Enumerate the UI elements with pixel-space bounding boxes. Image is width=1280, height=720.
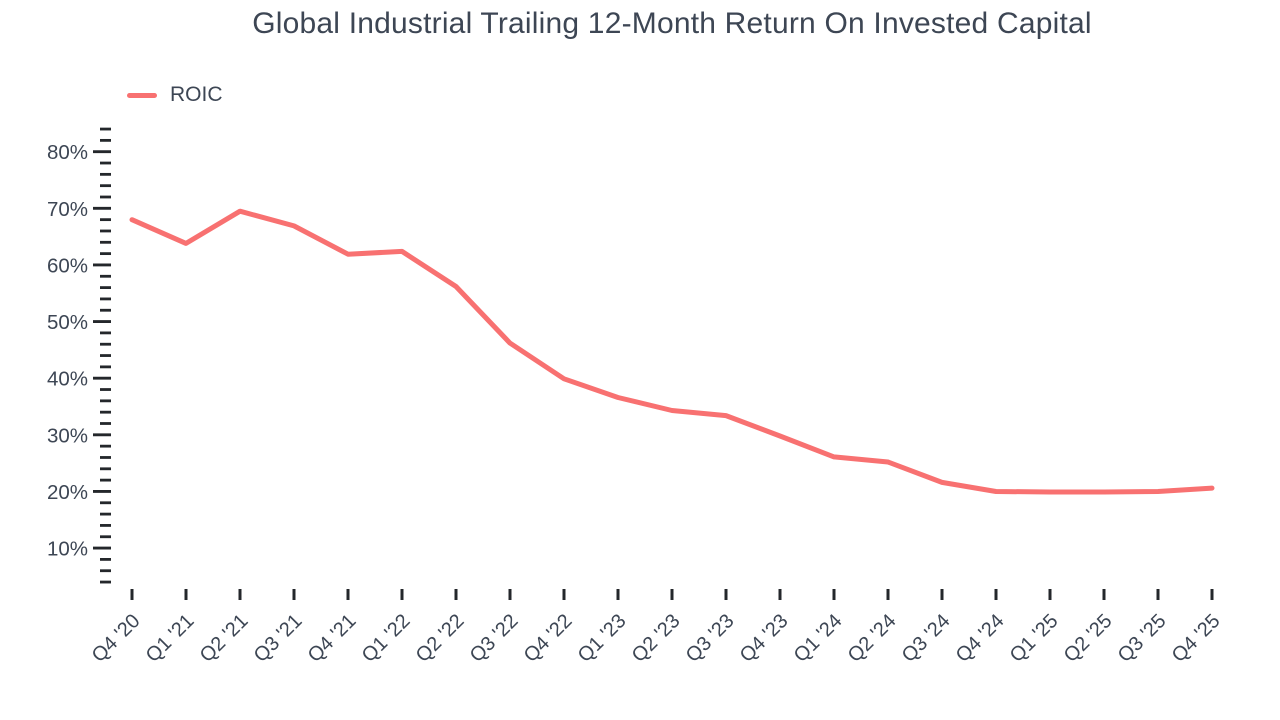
x-axis-label: Q3 '22 xyxy=(466,610,523,667)
roic-series-line[interactable] xyxy=(129,208,1215,495)
x-axis-label: Q1 '23 xyxy=(574,610,631,667)
y-axis-label: 20% xyxy=(47,481,88,504)
x-axis-label: Q4 '20 xyxy=(88,610,145,667)
y-axis-label: 80% xyxy=(47,141,88,164)
chart-title: Global Industrial Trailing 12-Month Retu… xyxy=(252,7,1092,40)
legend-item-roic[interactable]: ROIC xyxy=(127,83,223,107)
x-axis-label: Q3 '23 xyxy=(682,610,739,667)
x-axis-label: Q4 '24 xyxy=(952,610,1009,667)
x-axis-label: Q2 '23 xyxy=(628,610,685,667)
x-axis-label: Q1 '25 xyxy=(1006,610,1063,667)
x-axis-label: Q4 '25 xyxy=(1168,610,1225,667)
legend-label: ROIC xyxy=(170,83,223,106)
x-axis-label: Q2 '22 xyxy=(412,610,469,667)
x-axis-label: Q3 '24 xyxy=(898,610,955,667)
y-axis-label: 50% xyxy=(47,311,88,334)
x-axis-label: Q2 '25 xyxy=(1060,610,1117,667)
x-axis-label: Q2 '24 xyxy=(844,610,901,667)
x-axis-label: Q4 '21 xyxy=(304,610,361,667)
y-axis-label: 30% xyxy=(47,424,88,447)
x-axis-label: Q3 '21 xyxy=(250,610,307,667)
y-axis-label: 70% xyxy=(47,198,88,221)
x-axis-label: Q1 '21 xyxy=(142,610,199,667)
legend-line-swatch-icon xyxy=(127,92,157,98)
x-axis-label: Q1 '24 xyxy=(790,610,847,667)
x-axis-label: Q2 '21 xyxy=(196,610,253,667)
x-axis-label: Q1 '22 xyxy=(358,610,415,667)
legend: ROIC xyxy=(127,83,223,107)
x-axis-label: Q3 '25 xyxy=(1114,610,1171,667)
y-axis-label: 40% xyxy=(47,368,88,391)
y-axis-label: 10% xyxy=(47,538,88,561)
x-axis-label: Q4 '23 xyxy=(736,610,793,667)
x-axis-label: Q4 '22 xyxy=(520,610,577,667)
y-axis-label: 60% xyxy=(47,254,88,277)
